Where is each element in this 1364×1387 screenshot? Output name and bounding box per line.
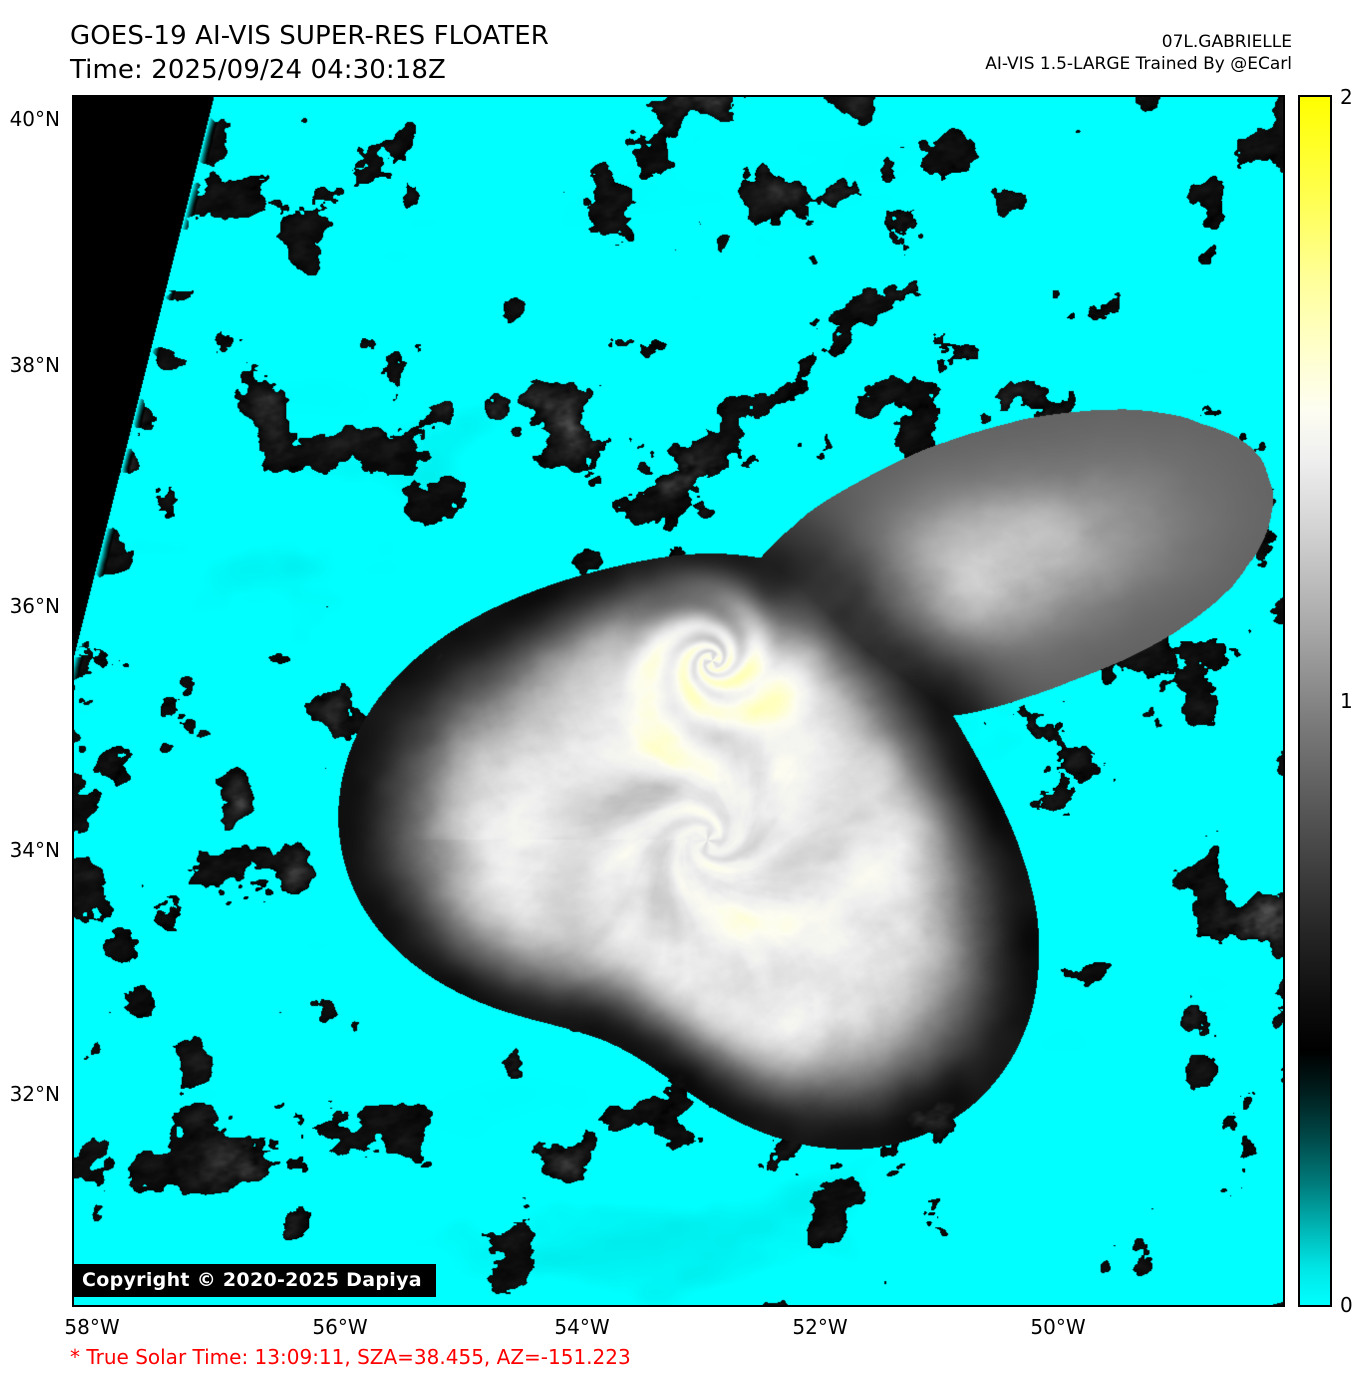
- solar-geometry-note: * True Solar Time: 13:09:11, SZA=38.455,…: [70, 1345, 631, 1369]
- header-left: GOES-19 AI-VIS SUPER-RES FLOATER Time: 2…: [70, 20, 549, 88]
- satellite-image-panel[interactable]: Copyright © 2020-2025 Dapiya: [72, 95, 1285, 1307]
- colorbar[interactable]: [1298, 95, 1332, 1307]
- storm-id-label: 07L.GABRIELLE: [1161, 32, 1292, 52]
- page-title: GOES-19 AI-VIS SUPER-RES FLOATER: [70, 21, 549, 51]
- timestamp-line: Time: 2025/09/24 04:30:18Z: [70, 54, 446, 85]
- lon-tick-2: 54°W: [554, 1315, 610, 1339]
- lon-tick-0: 58°W: [64, 1315, 120, 1339]
- lat-tick-0: 40°N: [9, 107, 60, 131]
- colorbar-tick-2: 2: [1340, 85, 1353, 109]
- latitude-axis: 40°N 38°N 36°N 34°N 32°N: [0, 0, 66, 1387]
- satellite-imagery-canvas[interactable]: [74, 97, 1283, 1305]
- longitude-axis: 58°W 56°W 54°W 52°W 50°W: [0, 1315, 1364, 1345]
- lon-tick-4: 50°W: [1030, 1315, 1086, 1339]
- model-credit-label: AI-VIS 1.5-LARGE Trained By @ECarl: [985, 54, 1292, 75]
- header-right: 07L.GABRIELLE AI-VIS 1.5-LARGE Trained B…: [985, 31, 1292, 75]
- lon-tick-1: 56°W: [312, 1315, 368, 1339]
- lat-tick-3: 34°N: [9, 838, 60, 862]
- colorbar-tick-1: 1: [1340, 689, 1353, 713]
- copyright-overlay: Copyright © 2020-2025 Dapiya: [74, 1264, 436, 1297]
- lon-tick-3: 52°W: [792, 1315, 848, 1339]
- lat-tick-4: 32°N: [9, 1082, 60, 1106]
- colorbar-tick-0: 0: [1340, 1293, 1353, 1317]
- lat-tick-2: 36°N: [9, 594, 60, 618]
- lat-tick-1: 38°N: [9, 353, 60, 377]
